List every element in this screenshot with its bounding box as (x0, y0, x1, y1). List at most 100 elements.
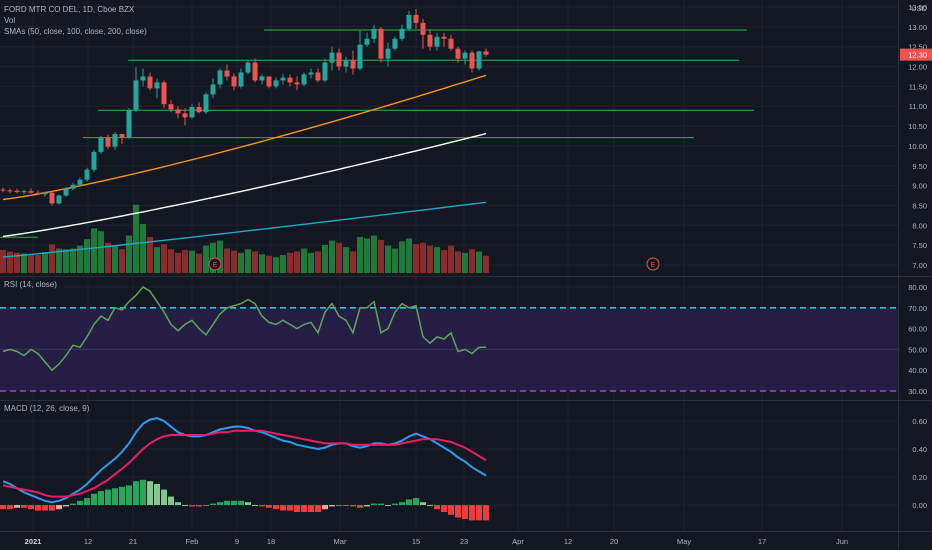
volume-bar-58 (406, 238, 412, 273)
time-tick-2: 21 (129, 537, 137, 546)
macd-hist-25 (175, 502, 181, 505)
rsi-tick-4: 40.00 (908, 366, 927, 375)
macd-hist-4 (28, 505, 34, 510)
rsi-label[interactable]: RSI (14, close) (4, 280, 57, 289)
price-tick-10: 8.50 (912, 201, 927, 210)
price-tick-3: 12.00 (908, 63, 927, 72)
volume-bar-3 (21, 253, 27, 273)
macd-hist-34 (238, 500, 244, 505)
volume-label[interactable]: Vol (4, 16, 16, 25)
volume-bar-31 (217, 240, 223, 273)
volume-bar-4 (28, 254, 34, 273)
candle-body-29 (203, 94, 209, 113)
rsi-tick-1: 70.00 (908, 304, 927, 313)
macd-hist-57 (399, 502, 405, 505)
volume-bar-67 (469, 249, 475, 273)
sma-line-2 (2, 201, 487, 258)
macd-hist-54 (378, 503, 384, 505)
price-tick-7: 10.00 (908, 142, 927, 151)
candle-body-15 (105, 137, 111, 147)
time-tick-8: 23 (460, 537, 468, 546)
macd-hist-28 (196, 505, 202, 507)
candle-body-64 (448, 38, 454, 49)
volume-bar-63 (441, 249, 447, 273)
candle-body-10 (70, 184, 76, 189)
candle-body-18 (126, 110, 132, 138)
macd-hist-62 (434, 505, 440, 510)
macd-hist-8 (56, 505, 62, 510)
volume-bar-48 (336, 242, 342, 273)
macd-hist-1 (7, 505, 13, 510)
last-price-tag (900, 48, 932, 61)
macd-hist-43 (301, 505, 307, 512)
volume-bar-57 (399, 241, 405, 273)
candle-body-12 (84, 169, 90, 180)
volume-bar-20 (140, 224, 146, 273)
macd-hist-46 (322, 505, 328, 510)
candle-body-50 (350, 60, 356, 69)
macd-hist-27 (189, 505, 195, 507)
macd-tick-3: 0.00 (912, 501, 927, 510)
macd-hist-69 (483, 505, 489, 521)
volume-bar-52 (364, 238, 370, 273)
candle-body-43 (301, 74, 307, 85)
volume-bar-0 (0, 249, 6, 273)
macd-hist-66 (462, 505, 468, 519)
volume-bar-62 (434, 247, 440, 273)
currency-label: USD (911, 4, 927, 13)
volume-bar-47 (329, 240, 335, 273)
macd-hist-36 (252, 505, 258, 506)
volume-bar-26 (182, 249, 188, 273)
candle-body-65 (455, 48, 461, 59)
volume-bar-34 (238, 252, 244, 273)
macd-hist-32 (224, 500, 230, 505)
macd-hist-7 (49, 505, 55, 511)
price-tick-0: 13.50 (908, 3, 927, 12)
symbol-label[interactable]: FORD MTR CO DEL, 1D, Cboe BZX (4, 5, 135, 14)
candle-body-17 (119, 134, 125, 138)
volume-bar-55 (385, 245, 391, 273)
candle-body-48 (336, 52, 342, 67)
volume-bar-25 (175, 252, 181, 273)
volume-bars (0, 204, 489, 273)
volume-bar-22 (154, 247, 160, 273)
candle-body-42 (294, 82, 300, 85)
volume-bar-24 (168, 249, 174, 273)
volume-bar-18 (126, 235, 132, 273)
volume-bar-7 (49, 244, 55, 273)
macd-hist-40 (280, 505, 286, 511)
price-tick-12: 7.50 (912, 241, 927, 250)
candle-body-31 (217, 70, 223, 85)
macd-hist-45 (315, 505, 321, 512)
volume-bar-1 (7, 251, 13, 273)
time-tick-11: 20 (610, 537, 618, 546)
macd-hist-24 (168, 496, 174, 505)
sma-label[interactable]: SMAs (50, close, 100, close, 200, close) (4, 27, 147, 36)
macd-tick-2: 0.20 (912, 473, 927, 482)
candle-body-44 (308, 72, 314, 75)
rsi-legend: RSI (14, close) (4, 279, 57, 290)
macd-hist-3 (21, 505, 27, 508)
time-tick-9: Apr (512, 537, 524, 546)
time-tick-10: 12 (564, 537, 572, 546)
earnings-marker-label-1: E (651, 262, 656, 269)
macd-hist-11 (77, 500, 83, 505)
volume-bar-8 (56, 248, 62, 273)
macd-label[interactable]: MACD (12, 26, close, 9) (4, 404, 90, 413)
macd-hist-42 (294, 505, 300, 512)
volume-bar-29 (203, 245, 209, 273)
candle-body-66 (462, 52, 468, 59)
volume-bar-15 (105, 242, 111, 273)
candle-body-62 (434, 36, 440, 47)
price-tick-8: 9.50 (912, 162, 927, 171)
volume-bar-39 (273, 257, 279, 273)
candle-body-37 (259, 76, 265, 81)
volume-bar-17 (119, 249, 125, 273)
candle-body-47 (329, 52, 335, 63)
candle-body-14 (98, 137, 104, 152)
candle-body-45 (315, 72, 321, 81)
macd-hist-0 (0, 505, 6, 510)
macd-hist-58 (406, 499, 412, 505)
price-tick-4: 11.50 (909, 82, 927, 91)
